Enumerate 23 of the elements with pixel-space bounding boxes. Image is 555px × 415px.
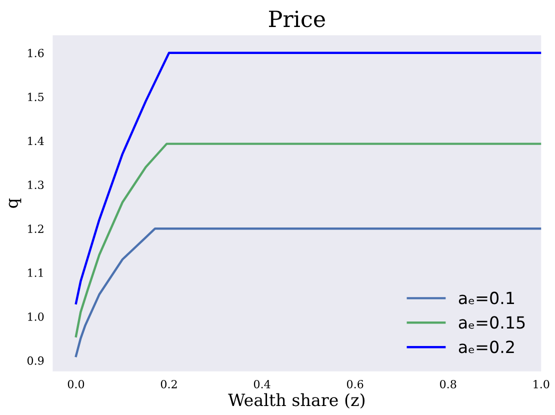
legend-label: aₑ=0.2 xyxy=(458,340,514,354)
line-series xyxy=(74,142,542,338)
x-tick-label: 0.6 xyxy=(346,380,364,388)
legend-label: aₑ=0.1 xyxy=(458,292,514,304)
y-tick-label: 0.9 xyxy=(27,356,44,365)
x-tick-label: 0.4 xyxy=(254,380,270,388)
x-tick-label: 0.8 xyxy=(440,380,456,388)
x-axis-title: Wealth share (z) xyxy=(228,393,364,409)
line-series xyxy=(74,228,542,358)
y-tick-label: 1.2 xyxy=(28,224,44,233)
y-axis-title: q xyxy=(8,198,22,208)
y-tick-label: 1.4 xyxy=(28,136,44,146)
chart-title: Price xyxy=(269,10,325,28)
y-tick-label: 1.5 xyxy=(28,92,44,102)
y-tick-label: 1.1 xyxy=(28,268,43,277)
y-tick-label: 1.0 xyxy=(28,312,44,321)
y-tick-label: 1.6 xyxy=(28,48,44,58)
y-tick-label: 1.3 xyxy=(28,180,44,190)
x-tick-label: 0.0 xyxy=(68,380,84,388)
x-tick-label: 0.2 xyxy=(160,380,177,388)
legend-label: aₑ=0.15 xyxy=(458,316,525,329)
x-tick-label: 1.0 xyxy=(534,380,550,388)
line-series xyxy=(74,52,542,304)
